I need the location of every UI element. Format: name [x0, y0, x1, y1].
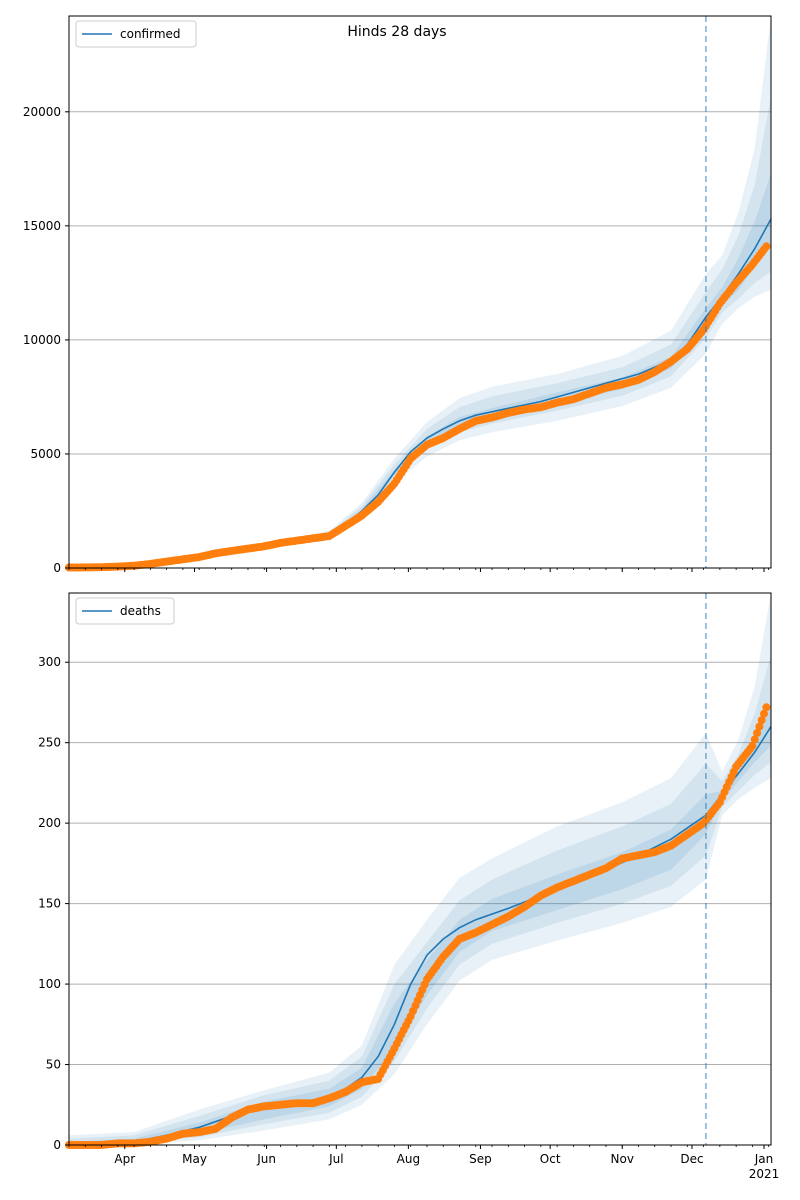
- x-tick-label: Jul: [328, 1152, 343, 1166]
- deaths-panel: 0 50 100 150 200 250 300 Apr May Jun Jul Aug Sep Oct N…: [38, 592, 780, 1181]
- deaths-axes: 0 50 100 150 200 250 300 Apr May Jun Jul Aug Sep Oct N…: [38, 592, 780, 1181]
- y-tick-label: 50: [46, 1058, 61, 1072]
- axes-frame: [68, 15, 772, 569]
- y-tick-label: 15000: [23, 219, 61, 233]
- observed-point: [762, 242, 771, 251]
- observed-point: [757, 716, 766, 725]
- x-tick-label: May: [182, 1152, 207, 1166]
- x-tick-label: Sep: [469, 1152, 492, 1166]
- x-tick-label: Oct: [540, 1152, 561, 1166]
- observed-point: [762, 703, 771, 712]
- y-tick-label: 0: [53, 1138, 61, 1152]
- confirmed-axes: 0 5000 10000 15000 20000: [23, 15, 772, 575]
- x-tick-label: Apr: [114, 1152, 135, 1166]
- y-tick-label: 300: [38, 655, 61, 669]
- y-tick-label: 150: [38, 897, 61, 911]
- y-tick-label: 100: [38, 977, 61, 991]
- confirmed-uncertainty-bands: [69, 16, 771, 568]
- deaths-legend: deaths: [75, 597, 175, 625]
- deaths-model-line-group: [68, 726, 772, 1146]
- confirmed-observed-points: [65, 242, 771, 572]
- band-80: [69, 654, 771, 1145]
- y-tick-label: 20000: [23, 105, 61, 119]
- y-tick-label: 250: [38, 736, 61, 750]
- y-tick-label: 10000: [23, 333, 61, 347]
- legend-box: [75, 20, 197, 48]
- band-95: [69, 16, 771, 568]
- axes-frame: [68, 592, 772, 1146]
- y-tick-label: 200: [38, 816, 61, 830]
- x-tick-label: Jun: [256, 1152, 276, 1166]
- observed-point: [748, 741, 757, 750]
- legend-box: [75, 597, 175, 625]
- x-tick-label: Dec: [680, 1152, 703, 1166]
- observed-point: [753, 729, 762, 737]
- confirmed-panel: 0 5000 10000 15000 20000 Hinds 28 days confi…: [23, 15, 772, 575]
- observed-point: [755, 722, 764, 731]
- chart-title: Hinds 28 days: [347, 24, 446, 40]
- legend-label-deaths: deaths: [120, 604, 161, 618]
- band-95: [69, 593, 771, 1145]
- deaths-observed-points: [65, 703, 771, 1149]
- deaths-uncertainty-bands: [69, 593, 771, 1145]
- x-tick-label: Nov: [611, 1152, 634, 1166]
- x-year-label: 2021: [749, 1167, 780, 1181]
- legend-label-confirmed: confirmed: [120, 27, 181, 41]
- observed-point: [760, 709, 768, 718]
- y-tick-label: 0: [53, 561, 61, 575]
- confirmed-legend: confirmed: [75, 20, 197, 48]
- observed-point: [750, 735, 759, 744]
- y-tick-label: 5000: [30, 447, 61, 461]
- x-tick-label: Jan: [754, 1152, 774, 1166]
- model-line: [68, 726, 772, 1146]
- x-tick-label: Aug: [397, 1152, 420, 1166]
